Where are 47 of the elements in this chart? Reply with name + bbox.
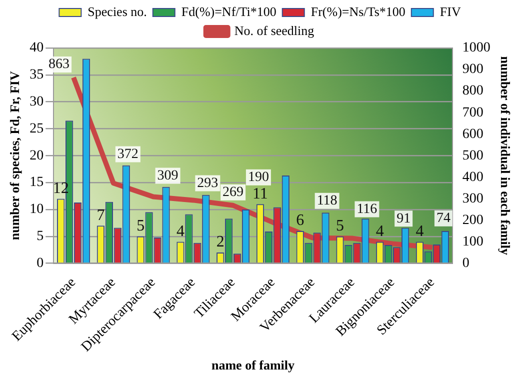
y2-tick-label: 600 bbox=[462, 126, 484, 142]
y2-tick-label: 100 bbox=[462, 234, 484, 250]
data-label: 190 bbox=[248, 170, 269, 186]
y2-tick-label: 400 bbox=[462, 170, 484, 185]
y2-tick-label: 200 bbox=[462, 212, 484, 228]
data-label: 5 bbox=[336, 218, 344, 235]
data-label: 11 bbox=[252, 185, 268, 202]
data-label: 863 bbox=[48, 57, 70, 72]
data-label: 372 bbox=[117, 146, 138, 162]
y2-tick-label: 300 bbox=[462, 191, 484, 206]
y-axis-title: number of species, Fd, Fr, FIV bbox=[7, 70, 22, 240]
y-tick-label: 15 bbox=[30, 175, 44, 190]
y-tick-label: 25 bbox=[30, 121, 44, 136]
y2-tick-label: 0 bbox=[462, 256, 470, 271]
data-label: 6 bbox=[296, 212, 304, 230]
y-tick-label: 5 bbox=[36, 229, 44, 244]
y2-axis-title: number of individual in each family bbox=[498, 56, 513, 256]
legend-label: FIV bbox=[440, 4, 462, 19]
data-label: 2 bbox=[216, 234, 224, 251]
data-label: 4 bbox=[376, 222, 384, 240]
y2-tick-label: 700 bbox=[462, 105, 484, 120]
y2-tick-label: 1000 bbox=[462, 40, 490, 56]
y2-tick-label: 800 bbox=[462, 84, 484, 99]
data-label: 116 bbox=[356, 202, 378, 217]
data-label: 309 bbox=[157, 168, 178, 184]
data-label: 74 bbox=[436, 211, 450, 226]
x-axis-title: name of family bbox=[211, 358, 296, 373]
y2-tick-label: 900 bbox=[462, 62, 484, 78]
y-tick-label: 35 bbox=[30, 68, 44, 83]
y2-tick-label: 500 bbox=[462, 148, 484, 164]
y-tick-label: 10 bbox=[30, 202, 44, 218]
y-tick-label: 30 bbox=[30, 94, 44, 110]
data-label: 269 bbox=[222, 185, 244, 200]
legend-label: Fr(%)=Ns/Ts*100 bbox=[310, 4, 406, 19]
legend-label: Fd(%)=Nf/Ti*100 bbox=[181, 4, 276, 19]
data-label: 293 bbox=[197, 176, 218, 191]
legend-label: No. of seedling bbox=[234, 22, 315, 38]
legend-label: Species no. bbox=[88, 4, 147, 19]
data-label: 91 bbox=[396, 211, 411, 226]
data-label: 5 bbox=[136, 218, 145, 235]
data-label: 4 bbox=[176, 222, 184, 240]
data-label: 118 bbox=[316, 194, 338, 209]
y-tick-label: 40 bbox=[30, 40, 44, 56]
data-label: 4 bbox=[416, 222, 424, 240]
y-tick-label: 20 bbox=[30, 148, 44, 164]
data-label: 7 bbox=[96, 206, 105, 224]
y-tick-label: 0 bbox=[36, 256, 44, 271]
